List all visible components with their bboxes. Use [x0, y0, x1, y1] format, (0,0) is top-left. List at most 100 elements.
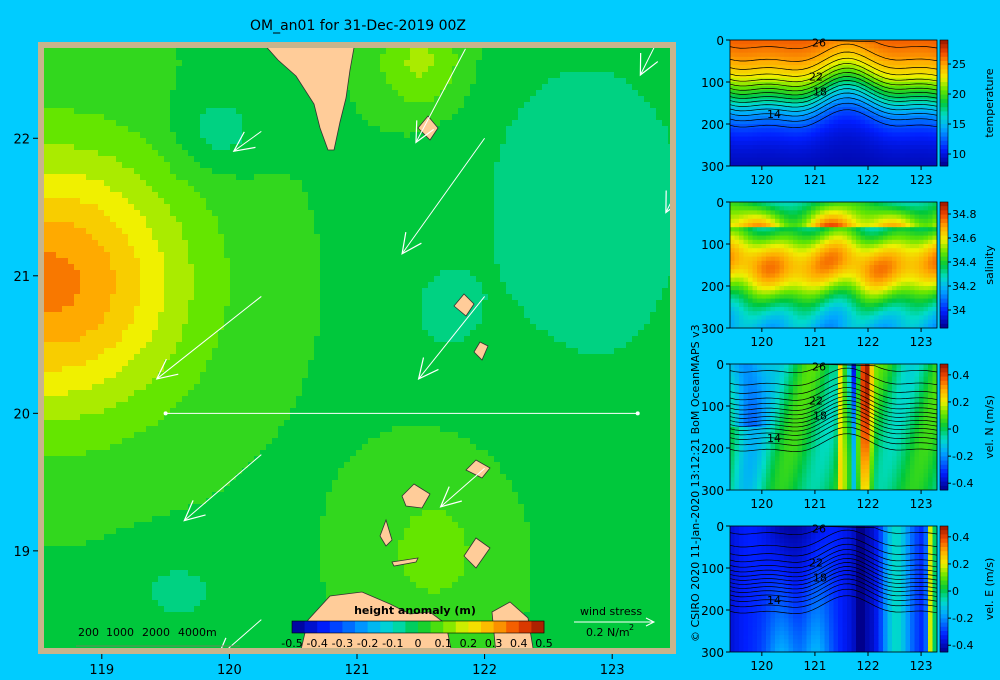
anomaly-cell: [608, 300, 615, 307]
anomaly-cell: [218, 96, 225, 103]
anomaly-cell: [488, 258, 495, 265]
anomaly-cell: [578, 90, 585, 97]
anomaly-cell: [158, 186, 165, 193]
anomaly-cell: [68, 258, 75, 265]
anomaly-cell: [164, 306, 171, 313]
anomaly-cell: [452, 222, 459, 229]
anomaly-cell: [506, 54, 513, 61]
anomaly-cell: [62, 174, 69, 181]
anomaly-cell: [416, 96, 423, 103]
anomaly-cell: [260, 96, 267, 103]
anomaly-cell: [536, 240, 543, 247]
anomaly-cell: [578, 120, 585, 127]
anomaly-cell: [242, 132, 249, 139]
anomaly-cell: [50, 270, 57, 277]
anomaly-cell: [362, 156, 369, 163]
anomaly-cell: [524, 240, 531, 247]
anomaly-cell: [50, 156, 57, 163]
anomaly-cell: [476, 324, 483, 331]
anomaly-cell: [164, 120, 171, 127]
anomaly-cell: [332, 324, 339, 331]
anomaly-cell: [482, 324, 489, 331]
anomaly-cell: [56, 84, 63, 91]
anomaly-cell: [524, 102, 531, 109]
anomaly-cell: [434, 114, 441, 121]
anomaly-cell: [392, 294, 399, 301]
anomaly-cell: [62, 222, 69, 229]
anomaly-cell: [164, 282, 171, 289]
anomaly-cell: [140, 258, 147, 265]
anomaly-cell: [656, 282, 663, 289]
anomaly-cell: [128, 162, 135, 169]
anomaly-cell: [512, 60, 519, 67]
anomaly-cell: [56, 234, 63, 241]
anomaly-cell: [380, 210, 387, 217]
anomaly-cell: [242, 246, 249, 253]
anomaly-cell: [344, 144, 351, 151]
anomaly-cell: [452, 162, 459, 169]
anomaly-cell: [614, 216, 621, 223]
anomaly-cell: [272, 294, 279, 301]
anomaly-cell: [158, 306, 165, 313]
anomaly-cell: [470, 150, 477, 157]
anomaly-cell: [554, 144, 561, 151]
anomaly-cell: [188, 330, 195, 337]
anomaly-cell: [368, 252, 375, 259]
anomaly-cell: [296, 258, 303, 265]
anomaly-cell: [206, 276, 213, 283]
anomaly-cell: [512, 120, 519, 127]
anomaly-cell: [386, 276, 393, 283]
anomaly-cell: [152, 60, 159, 67]
anomaly-cell: [668, 84, 670, 91]
anomaly-cell: [122, 324, 129, 331]
anomaly-cell: [602, 222, 609, 229]
anomaly-cell: [284, 108, 291, 115]
anomaly-cell: [104, 234, 111, 241]
anomaly-cell: [392, 252, 399, 259]
anomaly-cell: [584, 54, 591, 61]
anomaly-cell: [560, 258, 567, 265]
anomaly-cell: [248, 144, 255, 151]
anomaly-cell: [650, 210, 657, 217]
anomaly-cell: [602, 138, 609, 145]
anomaly-cell: [200, 168, 207, 175]
anomaly-cell: [194, 138, 201, 145]
anomaly-cell: [152, 66, 159, 73]
anomaly-cell: [632, 312, 639, 319]
anomaly-cell: [266, 162, 273, 169]
anomaly-cell: [620, 300, 627, 307]
anomaly-cell: [446, 270, 453, 277]
anomaly-cell: [242, 258, 249, 265]
anomaly-cell: [524, 132, 531, 139]
anomaly-cell: [68, 180, 75, 187]
anomaly-cell: [62, 210, 69, 217]
anomaly-cell: [266, 234, 273, 241]
anomaly-cell: [386, 156, 393, 163]
anomaly-cell: [50, 216, 57, 223]
anomaly-cell: [596, 210, 603, 217]
anomaly-cell: [380, 174, 387, 181]
anomaly-cell: [176, 114, 183, 121]
anomaly-cell: [620, 126, 627, 133]
anomaly-cell: [278, 156, 285, 163]
anomaly-cell: [296, 132, 303, 139]
anomaly-cell: [578, 138, 585, 145]
anomaly-cell: [266, 60, 273, 67]
anomaly-cell: [170, 258, 177, 265]
anomaly-cell: [566, 138, 573, 145]
anomaly-cell: [608, 162, 615, 169]
anomaly-cell: [44, 312, 51, 319]
anomaly-cell: [434, 78, 441, 85]
anomaly-cell: [194, 72, 201, 79]
anomaly-cell: [140, 96, 147, 103]
anomaly-cell: [86, 84, 93, 91]
anomaly-cell: [194, 258, 201, 265]
anomaly-cell: [206, 168, 213, 175]
anomaly-cell: [254, 126, 261, 133]
anomaly-cell: [44, 270, 51, 277]
anomaly-cell: [494, 210, 501, 217]
anomaly-cell: [428, 306, 435, 313]
anomaly-cell: [398, 174, 405, 181]
anomaly-cell: [290, 258, 297, 265]
anomaly-cell: [386, 198, 393, 205]
